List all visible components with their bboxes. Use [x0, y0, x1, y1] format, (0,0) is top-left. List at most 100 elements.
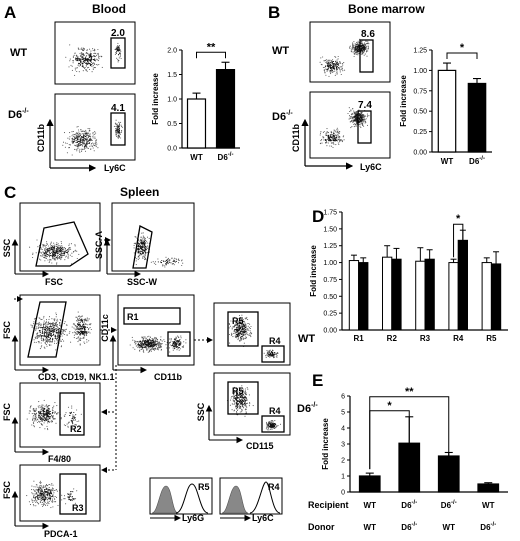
donor-label: WT	[364, 523, 377, 532]
panel-e-donor-label: Donor	[308, 522, 335, 532]
panel-c-d6-gate-r5: R5	[232, 386, 244, 396]
panel-c-plot1-y-label: SSC	[2, 238, 12, 257]
panel-c-plot-ssc-cd115-d6: R5 R4	[213, 372, 291, 436]
panel-c-plot2-y-label: SSC-A	[94, 231, 104, 260]
panel-b-genotype-d6: D6-/-	[272, 110, 293, 123]
panel-c-plot-fsc-pdca1: R3 FSC PDCA-1	[2, 464, 101, 539]
panel-a-gate-d6	[110, 112, 126, 146]
panel-letter-d: D	[312, 207, 324, 226]
donor-label: WT	[443, 523, 456, 532]
panel-a-gate-pct-d6: 4.1	[111, 103, 125, 114]
y-tick-label: 3	[341, 442, 345, 449]
panel-a-genotype-wt: WT	[10, 47, 27, 59]
y-tick-label: 0	[341, 490, 345, 497]
y-tick-label: 0.75	[323, 277, 337, 284]
panel-c-plot-fsc-f480: R2 FSC F4/80	[2, 382, 101, 464]
y-tick-label: 6	[341, 394, 345, 401]
x-tick-label: WT	[441, 157, 454, 166]
significance-bracket	[369, 396, 450, 470]
bar	[358, 475, 381, 493]
y-tick-label: 1.50	[323, 226, 337, 233]
donor-label: D6-/-	[480, 522, 496, 532]
y-tick-label: 1.25	[323, 243, 337, 250]
panel-c-histogram-ly6c: R4 Ly6C	[219, 477, 283, 523]
panel-c-gate-r3: R3	[72, 503, 84, 513]
y-axis-label: Fold increase	[309, 245, 318, 297]
panel-letter-c: C	[4, 183, 16, 202]
panel-a-title: Blood	[92, 2, 126, 16]
significance-star: **	[405, 386, 414, 398]
y-tick-label: 1.5	[167, 72, 177, 79]
y-tick-label: 0.50	[323, 294, 337, 301]
bar	[215, 68, 236, 149]
bar	[382, 256, 393, 331]
y-tick-label: 4	[341, 426, 345, 433]
x-tick-label: WT	[190, 153, 203, 162]
panel-c-histogram-ly6g: R5 Ly6G	[149, 477, 213, 523]
bar	[490, 263, 502, 331]
y-tick-label: 0.50	[413, 109, 427, 116]
panel-d-bar-chart: 0.00 0.25 0.50 0.75 1.00 1.25 1.50 1.75 Fold inc…	[309, 210, 508, 343]
y-tick-label: 2	[341, 458, 345, 465]
bar	[477, 483, 500, 493]
panel-letter-e: E	[312, 371, 323, 390]
panel-b-gate-d6	[357, 110, 372, 144]
x-tick-label: D6-/-	[218, 152, 234, 162]
bar	[448, 262, 459, 331]
significance-bracket	[196, 51, 226, 59]
y-tick-label: 0.00	[323, 328, 337, 335]
panel-e-condition-labels: WT WT D6-/- D6-/- D6-/- WT WT D6-/-	[364, 500, 497, 532]
y-tick-label: 1	[341, 474, 345, 481]
panel-c-hist2-gate: R4	[268, 482, 280, 492]
y-tick-label: 1.25	[413, 48, 427, 55]
panel-c-plot-fsc-lineage: FSC CD3, CD19, NK1.1	[2, 294, 115, 382]
panel-c-plot3-y-label: FSC	[2, 320, 12, 339]
panel-a-flow-d6: 4.1	[54, 93, 136, 161]
x-tick-label: D6-/-	[469, 156, 485, 166]
x-tick-label: R2	[387, 334, 398, 343]
panel-e-recipient-label: Recipient	[308, 500, 349, 510]
panel-c-plot5-x-label: F4/80	[48, 454, 71, 464]
y-tick-label: 2.0	[167, 48, 177, 55]
panel-c-plot-ssca-sscw: SSC-A SSC-W	[94, 202, 195, 287]
panel-c-plot-ssc-cd115-wt: R5 R4	[213, 302, 291, 366]
panel-a-genotype-d6: D6-/-	[8, 108, 29, 121]
panel-c-wt-gate-r4: R4	[269, 336, 281, 346]
panel-c-plot1-x-label: FSC	[45, 277, 64, 287]
y-axis-label: Fold increase	[399, 75, 408, 127]
x-tick-label: R1	[353, 334, 364, 343]
y-axis-label: Fold increase	[151, 73, 160, 125]
y-tick-label: 5	[341, 410, 345, 417]
panel-c-plot2-x-label: SSC-W	[127, 277, 158, 287]
significance-star: **	[207, 41, 216, 53]
panel-c-hist1-x-label: Ly6G	[182, 513, 204, 523]
panel-b-x-axis-label: Ly6C	[360, 162, 382, 172]
y-tick-label: 1.0	[167, 97, 177, 104]
panel-a-x-axis-label: Ly6C	[104, 163, 126, 173]
panel-b-genotype-wt: WT	[272, 45, 289, 57]
panel-a-y-axis-label: CD11b	[36, 123, 46, 152]
donor-label: D6-/-	[401, 522, 417, 532]
recipient-label: D6-/-	[441, 500, 457, 510]
panel-c-plot6-y-label: FSC	[2, 480, 12, 499]
bar	[391, 258, 402, 331]
panel-letter-b: B	[268, 3, 280, 22]
panel-c-plot-cd11c-cd11b: R1 CD11c CD11b	[100, 294, 195, 382]
panel-b-flow-wt: 8.6	[309, 21, 391, 83]
significance-star: *	[456, 213, 461, 225]
panel-c-plot6-x-label: PDCA-1	[44, 529, 78, 539]
significance-star: *	[387, 400, 392, 412]
y-tick-label: 0.5	[167, 121, 177, 128]
y-axis-label: Fold increase	[321, 418, 330, 470]
panel-letter-a: A	[4, 3, 16, 22]
x-tick-label: R3	[420, 334, 431, 343]
y-tick-label: 1.00	[413, 68, 427, 75]
significance-bracket	[446, 52, 478, 60]
x-tick-label: R4	[453, 334, 464, 343]
significance-star: *	[460, 42, 465, 54]
panel-c-plot-ssc-fsc: SSC FSC	[2, 202, 101, 287]
panel-c-gate-r1: R1	[127, 312, 139, 322]
panel-c-wt-gate-r5: R5	[232, 316, 244, 326]
significance-bracket	[453, 223, 464, 258]
